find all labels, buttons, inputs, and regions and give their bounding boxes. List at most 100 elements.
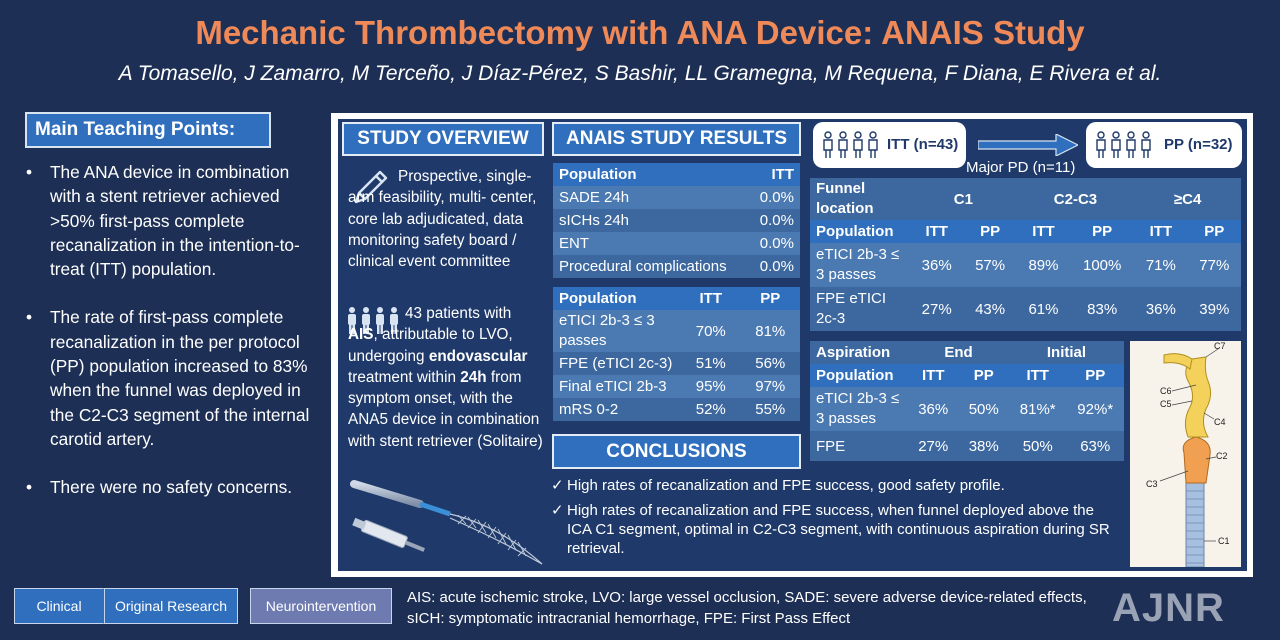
teaching-points-header: Main Teaching Points:	[25, 112, 271, 148]
patients-icon	[823, 131, 878, 158]
table-header: End	[908, 341, 1009, 364]
table-header: Aspiration	[810, 341, 908, 364]
table-cell: Procedural complications	[553, 255, 750, 278]
table-cell: eTICI 2b-3 ≤ 3 passes	[810, 387, 908, 431]
table-header: ITT	[1016, 220, 1071, 243]
table-header: PP	[1187, 220, 1241, 243]
table-cell: 100%	[1070, 243, 1135, 287]
table-cell: 52%	[681, 398, 741, 421]
study-design-text: Prospective, single-arm feasibility, mul…	[348, 168, 537, 271]
funnel-table: Funnel location C1 C2-C3 ≥C4 Population …	[810, 178, 1241, 331]
table-cell: eTICI 2b-3 ≤ 3 passes	[810, 243, 910, 287]
patients-text-bold: 24h	[460, 368, 487, 386]
ajnr-logo: AJNR	[1112, 586, 1225, 630]
table-cell: FPE	[810, 431, 908, 461]
table-cell: 51%	[681, 352, 741, 375]
table-header: PP	[963, 220, 1017, 243]
table-cell: 81%	[740, 310, 800, 352]
patients-text-part: from symptom onset, with the ANA5 device…	[348, 368, 543, 450]
table-cell: 36%	[1134, 287, 1188, 331]
carotid-illustration: C7 C6 C5 C4 C3 C2 C1	[1130, 341, 1241, 568]
table-cell: 39%	[1187, 287, 1241, 331]
table-header: PP	[1066, 364, 1124, 387]
table-header: C1	[910, 178, 1017, 220]
table-header: ITT	[1134, 220, 1188, 243]
segment-label: C4	[1214, 417, 1226, 427]
patients-icon	[1096, 131, 1151, 158]
conclusions-header: CONCLUSIONS	[552, 434, 801, 469]
table-cell: 50%	[1008, 431, 1067, 461]
patients-text-bold: AIS	[348, 326, 374, 344]
table-cell: 0.0%	[749, 255, 800, 278]
itt-label: ITT (n=43)	[887, 136, 959, 153]
table-cell: 97%	[740, 375, 800, 398]
conclusion-text: High rates of recanalization and FPE suc…	[567, 477, 1005, 494]
patients-icon	[348, 307, 398, 334]
table-cell: 92%*	[1066, 387, 1124, 431]
major-pd-label: Major PD (n=11)	[966, 159, 1076, 176]
abbreviations-note: AIS: acute ischemic stroke, LVO: large v…	[407, 589, 1087, 627]
table-header: PP	[1070, 220, 1135, 243]
patients-text-part: 43 patients with	[405, 305, 512, 322]
tag-neurointervention[interactable]: Neurointervention	[250, 588, 392, 624]
table-cell: eTICI 2b-3 ≤ 3 passes	[553, 310, 681, 352]
table-cell: 83%	[1070, 287, 1135, 331]
table-cell: 57%	[963, 243, 1017, 287]
segment-label: C5	[1160, 399, 1172, 409]
aspiration-table: Aspiration End Initial Population ITT PP…	[810, 341, 1124, 461]
device-illustration	[350, 480, 543, 565]
table-header: Initial	[1008, 341, 1124, 364]
table-cell: 36%	[908, 387, 959, 431]
table-cell: FPE (eTICI 2c-3)	[553, 352, 681, 375]
patients-text-part: treatment within	[348, 368, 456, 386]
table-cell: 43%	[963, 287, 1017, 331]
table-cell: 55%	[740, 398, 800, 421]
table-header: PP	[958, 364, 1009, 387]
patients-text-part: , attributable to LVO, undergoing	[348, 326, 513, 365]
table-cell: 95%	[681, 375, 741, 398]
table-cell: 50%	[958, 387, 1009, 431]
table-cell: 38%	[958, 431, 1009, 461]
teaching-points-list: The ANA device in combination with a ste…	[24, 160, 316, 524]
table-cell: 27%	[910, 287, 964, 331]
conclusion-item: ✓ High rates of recanalization and FPE su…	[551, 476, 1111, 495]
table-header: ITT	[681, 287, 741, 310]
segment-label: C2	[1216, 451, 1228, 461]
table-cell: 89%	[1016, 243, 1071, 287]
check-icon: ✓	[551, 502, 564, 519]
teaching-point: The rate of first-pass complete recanali…	[24, 305, 316, 451]
table-cell: 70%	[681, 310, 741, 352]
study-overview-header: STUDY OVERVIEW	[342, 122, 544, 156]
table-cell: sICHs 24h	[553, 209, 750, 232]
pp-label: PP (n=32)	[1164, 136, 1233, 153]
table-cell: 0.0%	[749, 186, 800, 209]
check-icon: ✓	[551, 477, 564, 494]
table-header: ITT	[749, 163, 800, 186]
efficacy-table: Population ITT PP eTICI 2b-3 ≤ 3 passes 70%…	[553, 287, 800, 421]
table-header: ITT	[910, 220, 964, 243]
tag-clinical[interactable]: Clinical	[14, 588, 104, 624]
segment-label: C1	[1218, 536, 1230, 546]
safety-table: Population ITT SADE 24h 0.0% sICHs 24h 0.0%…	[553, 163, 800, 278]
table-cell: 0.0%	[749, 232, 800, 255]
table-cell: 81%*	[1008, 387, 1067, 431]
table-cell: 61%	[1016, 287, 1071, 331]
table-cell: SADE 24h	[553, 186, 750, 209]
segment-label: C6	[1160, 386, 1172, 396]
table-cell: 0.0%	[749, 209, 800, 232]
table-header: PP	[740, 287, 800, 310]
table-header: C2-C3	[1016, 178, 1135, 220]
patients-text: 43 patients with AIS, attributable to LVO…	[348, 303, 548, 452]
patients-text-bold: endovascular	[428, 347, 528, 365]
table-cell: 27%	[908, 431, 959, 461]
table-header: Funnel location	[810, 178, 910, 220]
segment-label: C7	[1214, 341, 1226, 351]
conclusion-text: High rates of recanalization and FPE suc…	[567, 502, 1110, 557]
arrow-icon	[978, 134, 1078, 156]
table-cell: 77%	[1187, 243, 1241, 287]
conclusion-item: ✓ High rates of recanalization and FPE su…	[551, 501, 1111, 558]
table-header: ITT	[1008, 364, 1067, 387]
table-cell: mRS 0-2	[553, 398, 681, 421]
tag-original-research[interactable]: Original Research	[104, 588, 238, 624]
table-header: Population	[553, 287, 681, 310]
